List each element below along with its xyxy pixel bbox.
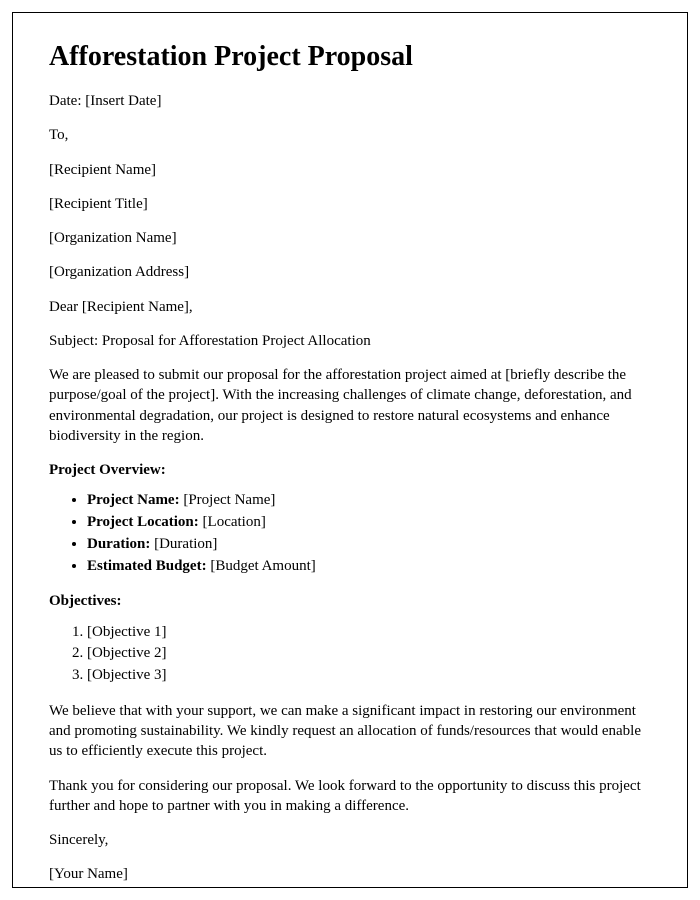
org-name: [Organization Name]: [49, 228, 651, 248]
salutation: Dear [Recipient Name],: [49, 297, 651, 317]
overview-item-label: Project Name:: [87, 492, 180, 508]
your-name: [Your Name]: [49, 864, 651, 884]
closing: Sincerely,: [49, 830, 651, 850]
overview-item-label: Estimated Budget:: [87, 558, 207, 574]
thanks-paragraph: Thank you for considering our proposal. …: [49, 776, 651, 817]
objective-item: [Objective 3]: [87, 665, 651, 687]
objective-item: [Objective 2]: [87, 643, 651, 665]
objectives-list: [Objective 1][Objective 2][Objective 3]: [87, 622, 651, 687]
subject-line: Subject: Proposal for Afforestation Proj…: [49, 331, 651, 351]
overview-item-value: [Budget Amount]: [207, 558, 316, 574]
overview-item-value: [Project Name]: [180, 492, 276, 508]
objective-item: [Objective 1]: [87, 622, 651, 644]
overview-item: Estimated Budget: [Budget Amount]: [87, 556, 651, 578]
org-address: [Organization Address]: [49, 262, 651, 282]
overview-item: Project Name: [Project Name]: [87, 490, 651, 512]
recipient-title: [Recipient Title]: [49, 194, 651, 214]
overview-header: Project Overview:: [49, 460, 651, 480]
to-line: To,: [49, 125, 651, 145]
document-page: Afforestation Project Proposal Date: [In…: [12, 12, 688, 888]
date-line: Date: [Insert Date]: [49, 91, 651, 111]
overview-item-label: Duration:: [87, 536, 150, 552]
overview-list: Project Name: [Project Name]Project Loca…: [87, 490, 651, 577]
overview-item-value: [Duration]: [150, 536, 217, 552]
objectives-header: Objectives:: [49, 591, 651, 611]
overview-item-label: Project Location:: [87, 514, 199, 530]
document-title: Afforestation Project Proposal: [49, 41, 651, 73]
intro-paragraph: We are pleased to submit our proposal fo…: [49, 365, 651, 446]
overview-item-value: [Location]: [199, 514, 266, 530]
recipient-name: [Recipient Name]: [49, 160, 651, 180]
overview-item: Duration: [Duration]: [87, 534, 651, 556]
support-paragraph: We believe that with your support, we ca…: [49, 701, 651, 762]
overview-item: Project Location: [Location]: [87, 512, 651, 534]
